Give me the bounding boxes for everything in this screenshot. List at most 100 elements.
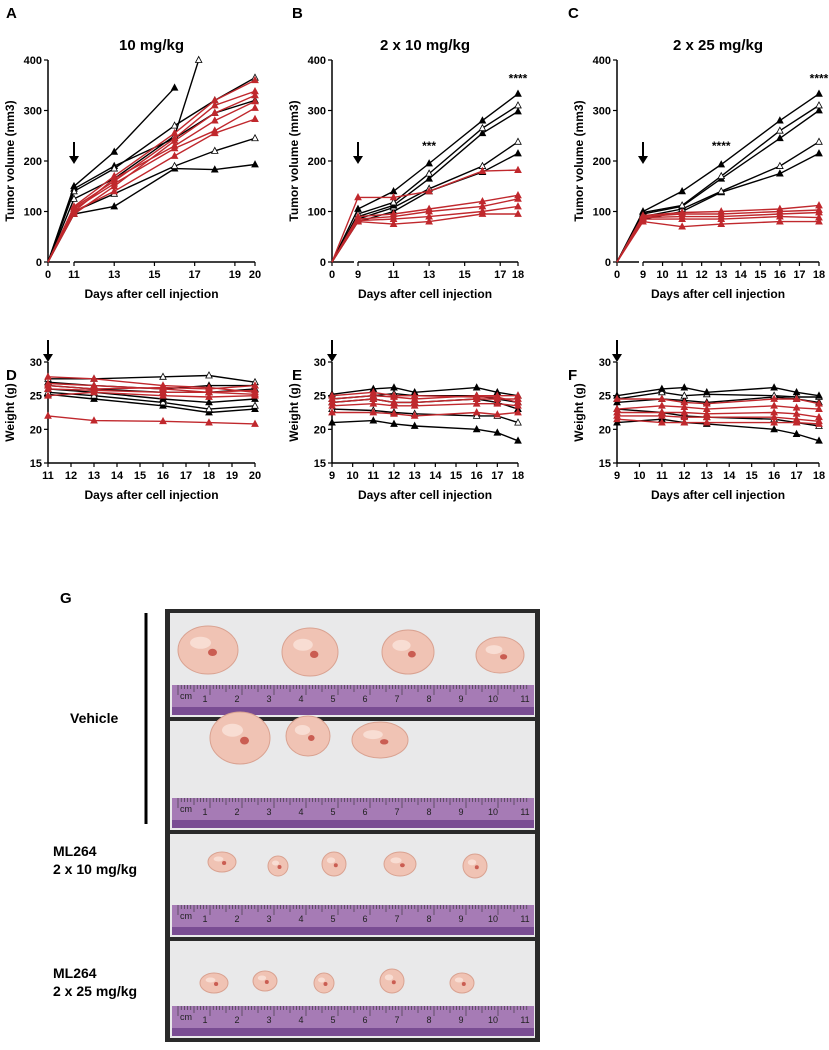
data-point [70,194,78,202]
x-tick-label: 16 [471,470,483,482]
treatment-arrow-head [612,354,622,362]
data-point [514,165,522,173]
y-tick-label: 15 [314,458,326,470]
data-point [815,213,823,221]
chart-panel-c: C 2 x 25 mg/kg 0 100 200 300 400 0 9 10 11 12 13 14 15… [568,5,829,301]
data-point [815,106,823,114]
data-point [70,209,78,217]
x-tick-label: 11 [388,269,400,281]
y-tick-label: 15 [30,458,42,470]
series-line [47,107,256,263]
data-point [815,412,823,421]
series-line [331,402,519,407]
data-point [680,418,689,426]
series-line [616,204,820,263]
x-tick-label: 17 [180,470,192,482]
tumor-blood-spot [333,863,338,868]
data-point [815,137,823,145]
data-point [251,133,259,142]
ruler-number: 4 [298,1015,303,1025]
data-point [110,164,119,172]
chart-title: 2 x 10 mg/kg [380,37,470,54]
data-point [514,89,522,97]
group-label: Vehicle [70,710,118,726]
tumor-sample [281,627,339,677]
tumor-highlight [392,639,411,651]
series-line [47,87,176,263]
data-point [792,409,801,417]
data-point [658,408,666,416]
ruler-number: 2 [234,914,239,924]
data-point [678,201,686,209]
x-tick-label: 12 [65,470,77,482]
series-line [331,419,519,442]
data-point [658,394,666,402]
data-point [680,408,689,416]
data-point [815,399,823,407]
data-point [472,383,481,391]
ruler-number: 6 [362,694,367,704]
data-point [514,418,522,426]
x-tick-label: 14 [723,470,736,482]
series-line [47,100,256,263]
data-point [770,383,778,391]
data-point [770,424,778,433]
series-line [47,415,256,425]
ruler-number: 9 [458,807,463,817]
significance-marker: **** [509,72,528,86]
data-point [354,193,362,201]
x-tick-label: 10 [656,269,668,281]
x-tick-label: 11 [676,269,688,281]
x-tick-label: 18 [813,470,825,482]
chart-panel-b: B 2 x 10 mg/kg 0 100 200 300 400 0 9 11 13 15 17 18 Da… [287,5,528,301]
series-line [616,220,819,263]
tumor-sample [207,851,237,873]
data-point [210,165,219,173]
y-axis-label: Tumor volume (mm3) [287,100,301,221]
x-tick-label: 15 [148,269,160,281]
data-point [210,108,219,116]
series-line [331,169,519,263]
series-line [616,211,820,263]
data-point [658,418,666,426]
ruler-number: 5 [330,807,335,817]
data-point [251,160,259,168]
data-point [170,161,179,169]
ruler-number: 6 [362,914,367,924]
x-tick-label: 14 [111,470,124,482]
ruler-number: 4 [298,914,303,924]
x-tick-label: 13 [409,470,421,482]
data-point [410,391,419,399]
data-point [776,169,784,177]
x-tick-label: 9 [355,269,361,281]
tumor-highlight [318,977,325,983]
data-point [205,371,213,379]
panel-label: E [292,367,302,384]
x-tick-label: 12 [678,470,690,482]
y-tick-label: 200 [593,156,611,168]
data-point [159,384,167,392]
data-point [702,387,711,396]
data-point [369,408,378,416]
ruler-number: 4 [298,807,303,817]
data-point [717,186,726,195]
data-point [170,128,179,137]
y-axis-label: Weight (g) [3,383,17,441]
ruler-number: 10 [488,1015,498,1025]
series-line [47,94,256,263]
data-point [210,116,219,124]
data-point [678,208,686,216]
data-point [493,410,502,418]
data-point [170,121,179,129]
data-point [514,194,522,202]
ruler-edge [172,707,534,715]
series-line [616,215,820,263]
data-point [251,90,259,99]
x-tick-label: 11 [656,470,668,482]
data-point [425,159,433,167]
data-point [776,133,784,142]
data-point [70,181,78,190]
x-tick-label: 15 [459,269,471,281]
tumor-highlight [190,636,211,649]
tumor-sample [321,851,347,877]
